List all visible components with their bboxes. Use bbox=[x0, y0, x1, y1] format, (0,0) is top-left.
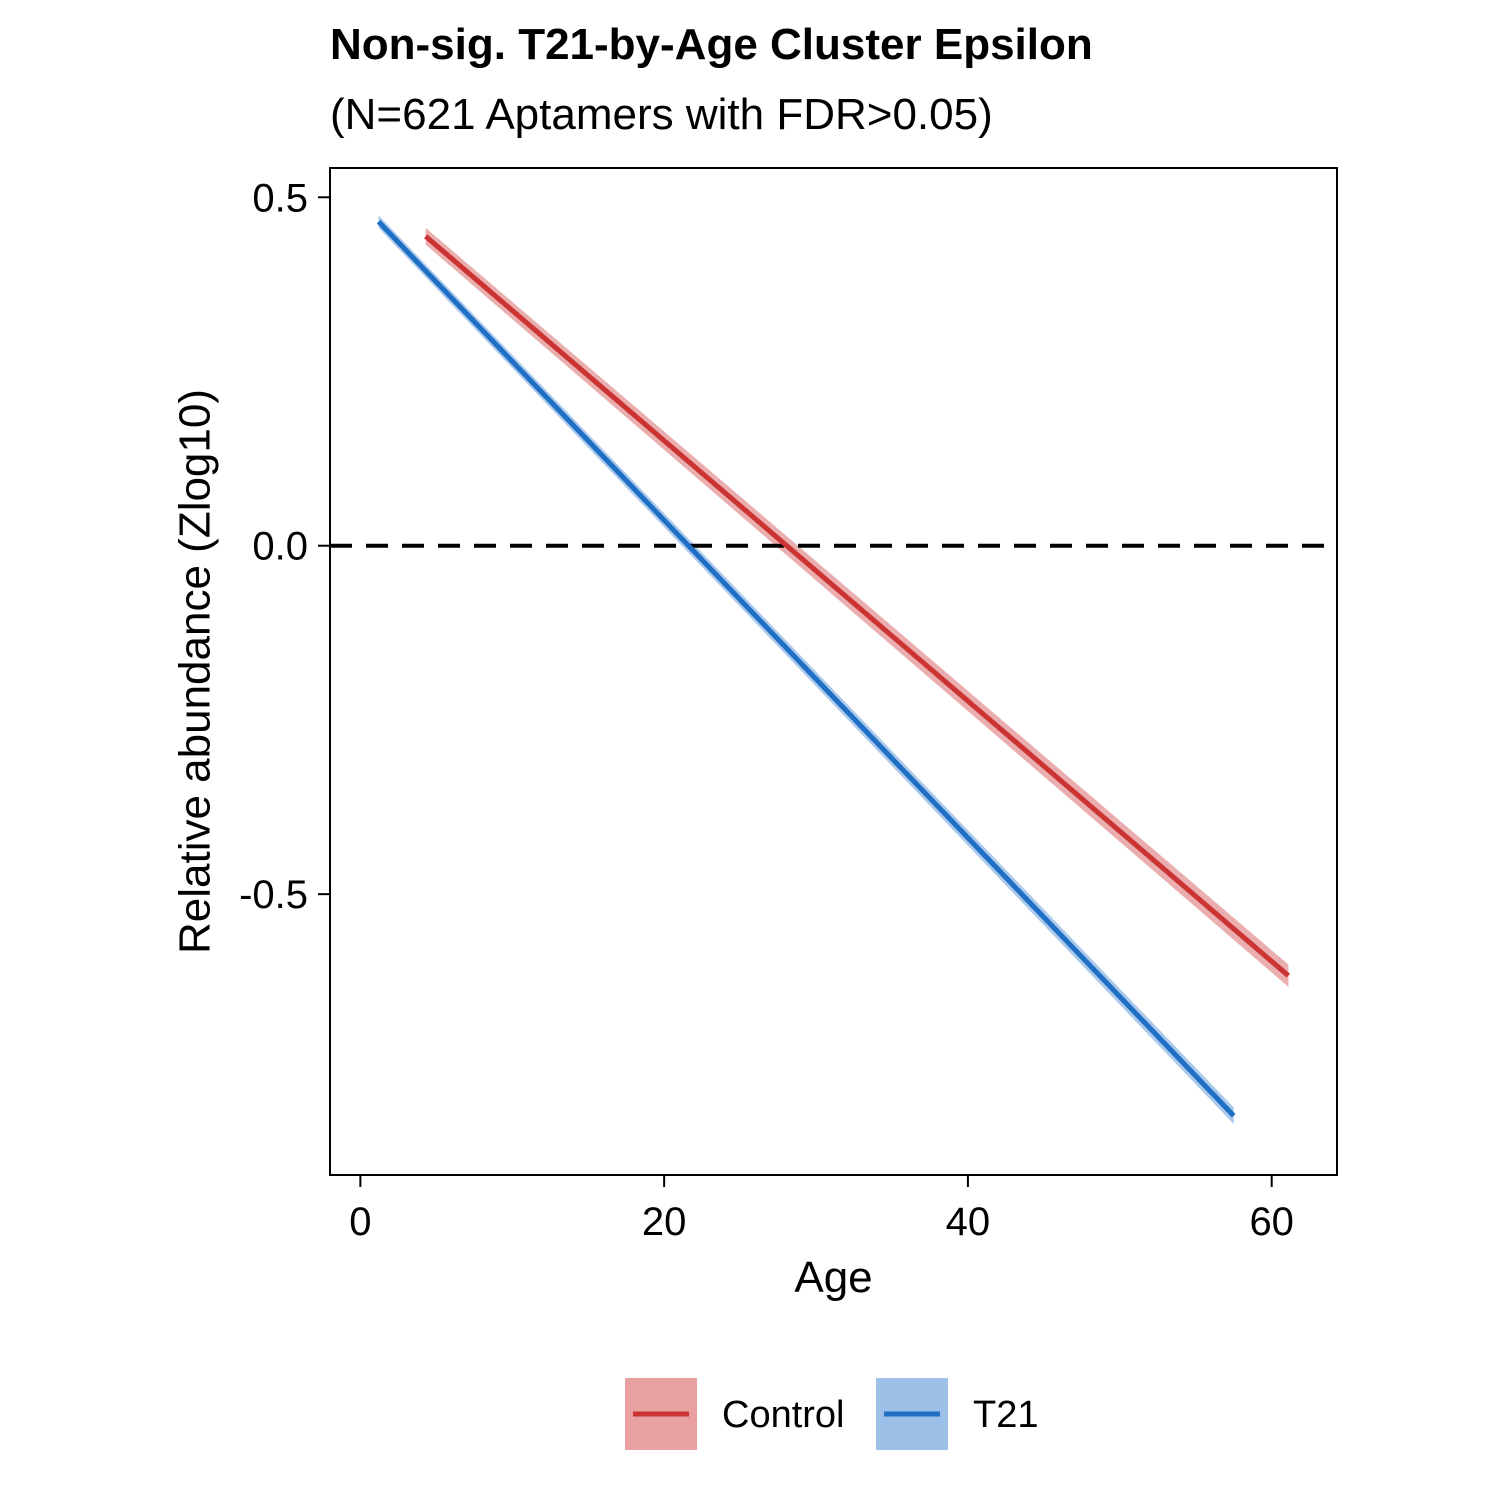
line-control bbox=[424, 234, 1291, 978]
y-axis-title: Relative abundance (Zlog10) bbox=[171, 389, 220, 954]
confidence-bands bbox=[378, 215, 1289, 1125]
x-tick-label: 0 bbox=[349, 1200, 371, 1244]
x-tick-label: 40 bbox=[946, 1200, 991, 1244]
y-tick-label: 0.0 bbox=[252, 525, 308, 569]
legend-label: Control bbox=[722, 1394, 845, 1436]
plot-panel-border bbox=[329, 167, 1338, 1176]
legend-item-control: Control bbox=[625, 1378, 845, 1450]
y-tick-label: -0.5 bbox=[239, 873, 308, 917]
chart-subtitle: (N=621 Aptamers with FDR>0.05) bbox=[330, 90, 993, 139]
y-axis: 0.5 0.0 -0.5 bbox=[239, 176, 330, 917]
chart-title: Non-sig. T21-by-Age Cluster Epsilon bbox=[330, 20, 1093, 69]
series-lines bbox=[376, 219, 1291, 1118]
x-axis-title: Age bbox=[794, 1253, 872, 1302]
legend: Control T21 bbox=[625, 1378, 1038, 1450]
legend-item-t21: T21 bbox=[876, 1378, 1038, 1450]
x-tick-label: 20 bbox=[642, 1200, 687, 1244]
y-tick-label: 0.5 bbox=[252, 176, 308, 220]
legend-label: T21 bbox=[973, 1394, 1038, 1436]
x-axis: 0 20 40 60 bbox=[349, 1175, 1294, 1244]
line-t21 bbox=[376, 219, 1236, 1118]
x-tick-label: 60 bbox=[1249, 1200, 1294, 1244]
